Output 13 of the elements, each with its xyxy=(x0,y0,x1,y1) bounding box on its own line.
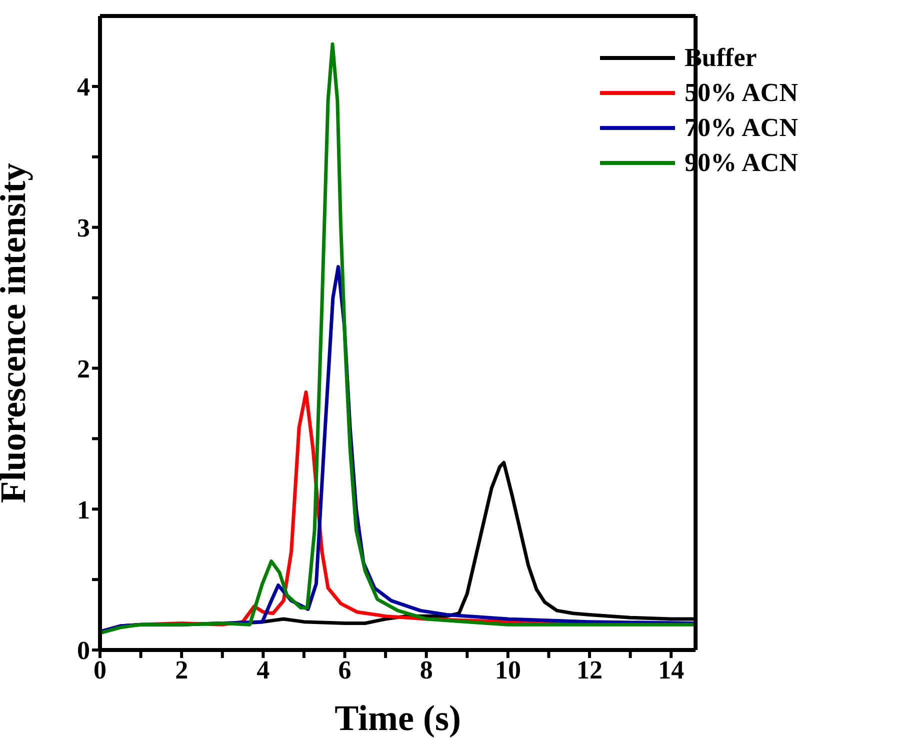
x-tick-label: 6 xyxy=(338,655,352,684)
x-axis-title: Time (s) xyxy=(334,698,461,738)
x-tick-label: 2 xyxy=(175,655,188,684)
y-tick-label: 4 xyxy=(77,72,90,102)
y-tick-label: 2 xyxy=(77,354,90,384)
x-tick-label: 8 xyxy=(420,655,433,684)
y-tick-label: 1 xyxy=(77,495,90,524)
y-tick-label: 3 xyxy=(77,214,90,243)
x-tick-label: 4 xyxy=(256,655,270,684)
x-tick-label: 10 xyxy=(494,655,521,684)
x-tick-label: 14 xyxy=(658,655,684,684)
x-tick-label: 12 xyxy=(576,655,603,684)
y-tick-label: 0 xyxy=(77,636,90,666)
